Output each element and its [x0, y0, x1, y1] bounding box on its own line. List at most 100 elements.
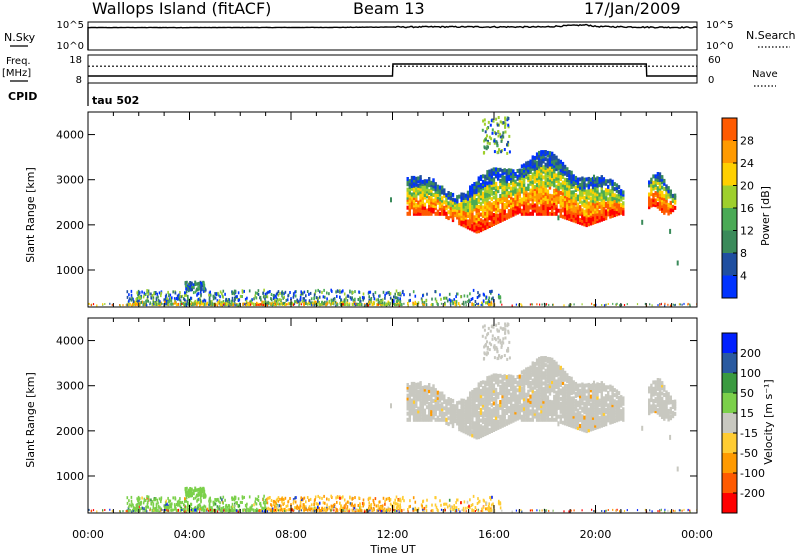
power-cell — [221, 292, 223, 296]
velocity-cell — [515, 509, 517, 512]
velocity-cell — [525, 395, 528, 400]
power-cell — [318, 303, 321, 307]
power-cell — [529, 167, 532, 172]
power-cell — [548, 185, 552, 190]
power-cell — [620, 304, 623, 306]
power-cell — [529, 188, 532, 193]
velocity-cell — [157, 504, 160, 508]
power-cell — [323, 301, 325, 305]
velocity-cell — [486, 389, 489, 394]
velocity-cell — [490, 411, 493, 416]
power-cell — [294, 294, 297, 298]
power-cell — [291, 302, 293, 306]
velocity-cell — [274, 509, 276, 512]
power-cell — [449, 194, 452, 199]
power-cell — [494, 213, 498, 218]
velocity-cell — [505, 407, 509, 412]
velocity-cell — [408, 388, 411, 393]
power-cell — [540, 174, 543, 179]
power-cell — [611, 197, 614, 202]
velocity-cell — [430, 394, 433, 399]
velocity-cell — [432, 406, 435, 411]
power-cell — [605, 303, 607, 306]
power-cell — [323, 288, 325, 292]
power-cell — [492, 204, 496, 209]
velocity-cell — [447, 397, 450, 401]
power-cell — [202, 281, 205, 285]
power-cell — [172, 290, 174, 294]
velocity-cell — [490, 386, 493, 391]
velocity-cell — [273, 499, 275, 503]
power-cell — [328, 300, 331, 304]
power-cell — [548, 162, 552, 167]
velocity-cell — [497, 403, 500, 408]
power-cell — [504, 122, 507, 126]
power-cell — [602, 197, 606, 202]
power-cell — [419, 203, 422, 208]
power-cell — [372, 292, 375, 296]
power-cell — [479, 182, 483, 187]
power-cell — [165, 299, 168, 303]
velocity-cell — [505, 421, 509, 426]
power-cell — [553, 178, 556, 183]
velocity-cell — [419, 401, 422, 406]
velocity-cell — [417, 394, 420, 399]
power-cell — [293, 293, 295, 297]
power-cell — [511, 304, 513, 307]
velocity-cell — [227, 509, 229, 513]
velocity-cell — [477, 384, 480, 389]
velocity-cell — [475, 407, 478, 412]
power-cell — [490, 180, 493, 185]
power-cell — [579, 190, 582, 195]
power-cell — [589, 221, 593, 226]
freq-tick-top: 18 — [69, 55, 82, 66]
power-cell — [293, 303, 296, 306]
power-cell — [408, 179, 411, 184]
velocity-cell — [476, 502, 479, 505]
power-cell — [516, 169, 519, 173]
velocity-cell — [481, 405, 485, 410]
power-cell — [499, 208, 502, 213]
power-cell — [568, 304, 570, 307]
power-cell — [481, 223, 485, 228]
power-cell — [425, 208, 429, 213]
power-cell — [192, 291, 195, 295]
velocity-cell — [394, 498, 396, 502]
power-cell — [587, 211, 590, 216]
velocity-cell — [492, 502, 494, 506]
velocity-cell — [518, 404, 521, 409]
power-cell — [126, 295, 129, 299]
power-cell — [388, 290, 390, 294]
velocity-cell — [139, 502, 141, 506]
power-cell — [475, 201, 478, 206]
power-cell — [652, 195, 655, 200]
velocity-cell — [271, 507, 274, 511]
power-cell — [546, 180, 550, 185]
power-cell — [357, 298, 360, 301]
power-cell — [499, 132, 502, 136]
power-cell — [488, 172, 491, 177]
power-cell — [209, 302, 212, 305]
velocity-cell — [466, 399, 470, 404]
power-cell — [496, 141, 499, 145]
velocity-cell — [499, 384, 502, 389]
power-cell — [234, 297, 237, 301]
power-cell — [581, 185, 584, 190]
velocity-cell — [490, 377, 493, 382]
power-cell — [164, 303, 166, 305]
velocity-cell — [330, 504, 333, 508]
power-cell — [492, 180, 496, 185]
velocity-cell — [494, 415, 498, 420]
power-cell — [669, 204, 672, 209]
velocity-cell — [499, 391, 502, 396]
power-cell — [501, 169, 504, 173]
power-cell — [428, 179, 431, 184]
power-cell — [441, 211, 444, 216]
power-cell — [529, 159, 532, 164]
velocity-cell — [531, 509, 533, 512]
velocity-cell — [303, 508, 305, 512]
velocity-cell — [421, 401, 424, 406]
velocity-cell — [525, 411, 528, 416]
power-cell — [510, 193, 513, 198]
power-cell — [486, 218, 489, 223]
